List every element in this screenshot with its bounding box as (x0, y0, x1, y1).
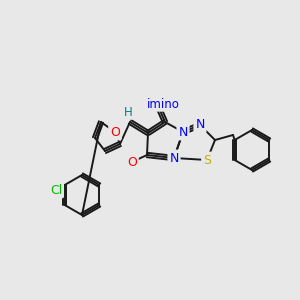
Text: O: O (127, 155, 137, 169)
Text: imino: imino (147, 98, 179, 110)
Text: N: N (195, 118, 205, 131)
Text: O: O (110, 125, 120, 139)
Text: N: N (169, 152, 179, 164)
Text: H: H (124, 106, 132, 118)
Text: S: S (203, 154, 211, 166)
Text: N: N (178, 125, 188, 139)
Text: Cl: Cl (50, 184, 62, 196)
